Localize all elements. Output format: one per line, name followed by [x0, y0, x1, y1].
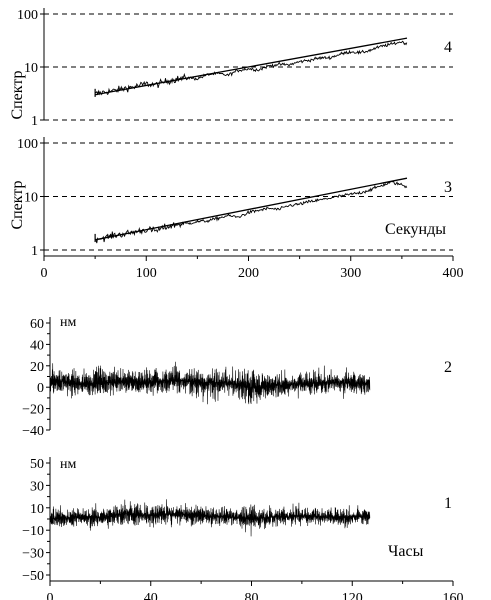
panel-3-label: 3 — [444, 179, 452, 196]
spectrum-panel-3: Спектр 3 Секунды 1 10 100 0 100 200 300 400 — [9, 137, 464, 281]
x-tick-label: 120 — [342, 591, 363, 600]
y-tick-label: 40 — [30, 338, 44, 353]
panel-4-label: 4 — [444, 39, 452, 56]
x-tick-label: 80 — [245, 591, 259, 600]
y-tick-label: 20 — [30, 360, 44, 375]
y-tick-label: 100 — [17, 137, 38, 152]
y-tick-label: 10 — [30, 502, 44, 517]
x-tick-label: 0 — [41, 266, 48, 281]
y-tick-label: 10 — [24, 191, 38, 206]
displacement-trace — [49, 499, 371, 537]
panel-3-xlabel: Секунды — [385, 221, 446, 238]
y-tick-label: −30 — [22, 547, 44, 562]
panel-1-label: 1 — [444, 495, 452, 512]
x-tick-label: 160 — [443, 591, 464, 600]
panel-3-ylabel: Спектр — [9, 180, 26, 229]
timeseries-panel-2: нм 2 −40 −20 0 20 40 60 — [22, 315, 452, 439]
fit-line — [94, 177, 408, 241]
y-tick-label: 1 — [31, 114, 38, 129]
x-tick-label: 200 — [238, 266, 259, 281]
y-tick-label: 30 — [30, 479, 44, 494]
y-tick-label: 60 — [30, 317, 44, 332]
y-tick-label: 10 — [24, 61, 38, 76]
fit-line — [95, 37, 408, 96]
panel-1-unit: нм — [60, 457, 76, 472]
spectrum-panel-4: Спектр 4 1 10 100 — [9, 8, 453, 129]
y-tick-label: −10 — [22, 524, 44, 539]
panel-4-ylabel: Спектр — [9, 70, 26, 119]
timeseries-panel-1: нм 1 Часы −50 −30 −10 10 30 50 0 40 80 120 160 — [22, 457, 464, 600]
x-tick-label: 0 — [47, 591, 54, 600]
x-tick-label: 100 — [136, 266, 157, 281]
spectrum-line — [94, 40, 408, 96]
y-tick-label: −20 — [22, 403, 44, 418]
x-tick-label: 40 — [144, 591, 158, 600]
panel-2-label: 2 — [444, 359, 452, 376]
panel-1-xlabel: Часы — [388, 543, 424, 560]
y-tick-label: 1 — [31, 244, 38, 259]
x-tick-label: 400 — [443, 266, 464, 281]
panel-2-unit: нм — [60, 315, 76, 330]
displacement-trace — [49, 361, 371, 405]
y-tick-label: −40 — [22, 424, 44, 439]
x-tick-label: 300 — [340, 266, 361, 281]
spectrum-line — [94, 181, 408, 244]
y-tick-label: 50 — [30, 457, 44, 472]
y-tick-label: −50 — [22, 569, 44, 584]
y-tick-label: 100 — [17, 8, 38, 23]
y-tick-label: 0 — [37, 381, 44, 396]
